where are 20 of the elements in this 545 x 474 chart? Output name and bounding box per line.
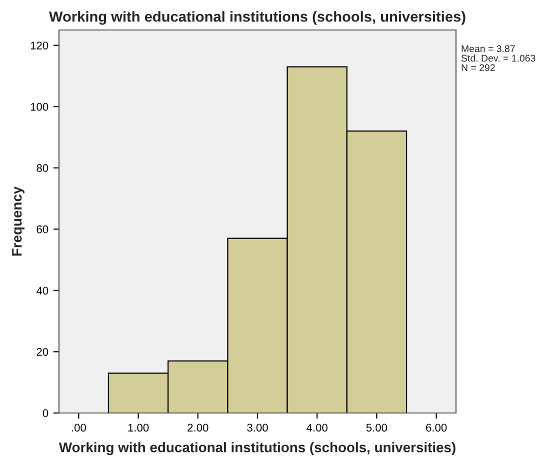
y-tick-label: 0: [42, 409, 48, 418]
y-tick-label: 60: [36, 225, 48, 234]
x-tick-label: 2.00: [188, 424, 208, 432]
x-tick-label: 5.00: [366, 424, 388, 432]
x-tick-label: 4.00: [306, 424, 328, 432]
y-tick-label: 120: [30, 42, 48, 50]
text: Mean = 3.87: [462, 45, 515, 52]
x-tick-label: 3.00: [247, 424, 268, 432]
x-tick-label: 1.00: [128, 424, 149, 432]
text: N = 292: [462, 64, 495, 72]
text: Std. Dev. = 1.063: [461, 54, 536, 62]
x-tick-label: 6.00: [426, 424, 447, 432]
y-axis-title: Frequency: [12, 186, 24, 256]
y-tick-label: 100: [30, 102, 48, 111]
x-axis-title: Working with educational institutions (schools, universities): [58, 442, 456, 456]
y-tick-label: 40: [36, 286, 48, 295]
chart-title: Working with educational institutions (schools, universities): [49, 11, 466, 25]
y-tick-label: 20: [36, 348, 48, 356]
x-tick-label: .00: [72, 424, 86, 432]
y-tick-label: 80: [36, 164, 48, 172]
